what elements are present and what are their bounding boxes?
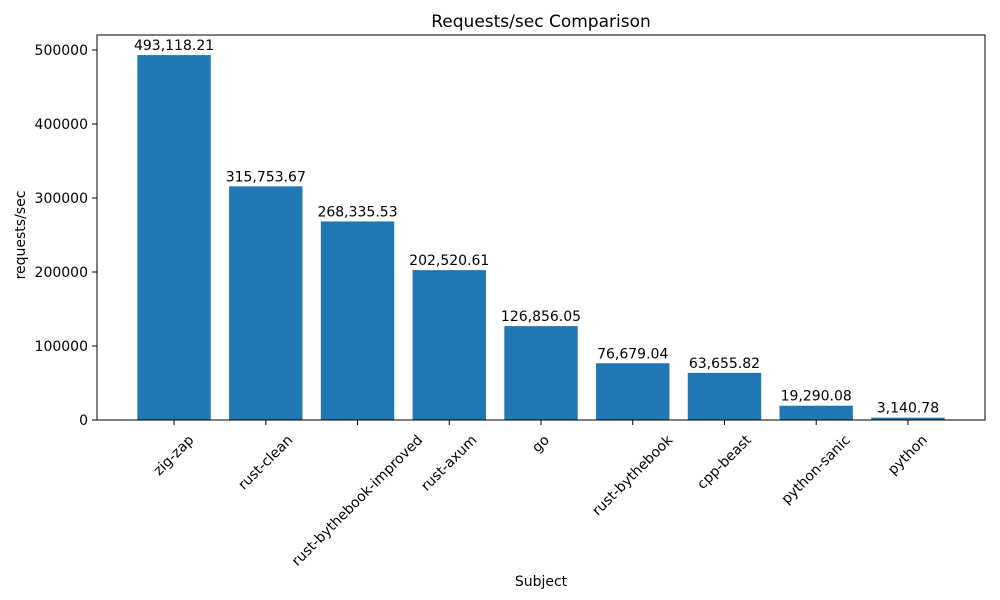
bar-value-label: 3,140.78 <box>877 401 939 417</box>
y-tick-label: 500000 <box>35 43 88 59</box>
plot-frame <box>96 34 986 421</box>
x-axis-label: Subject <box>515 574 568 590</box>
bar-value-label: 202,520.61 <box>409 253 489 269</box>
x-tick-label: rust-clean <box>235 432 296 493</box>
x-tick-label: rust-bythebook <box>589 432 676 519</box>
x-tick-label: python-sanic <box>779 432 854 507</box>
bar-value-label: 493,118.21 <box>134 38 214 54</box>
x-tick-label: go <box>529 432 553 456</box>
bar-zig-zap <box>137 55 211 421</box>
bar-value-label: 63,655.82 <box>689 356 760 372</box>
bar-value-label: 126,856.05 <box>501 309 581 325</box>
plot-area: 0 100000 200000 300000 400000 500000 493,118.2… <box>35 38 945 569</box>
y-tick-label: 200000 <box>35 265 88 281</box>
y-tick-label: 100000 <box>35 339 88 355</box>
bar-python-sanic <box>779 405 853 420</box>
x-tick-label: zig-zap <box>151 432 198 479</box>
x-tick-label: rust-axum <box>418 432 480 494</box>
bar-value-label: 76,679.04 <box>597 346 668 362</box>
y-tick-label: 300000 <box>35 191 88 207</box>
bar-rust-bythebook <box>596 363 670 420</box>
bar-python <box>871 417 945 420</box>
bar-go <box>504 326 578 420</box>
bar-cpp-beast <box>687 372 762 420</box>
y-axis-label: requests/sec <box>13 191 29 280</box>
bar-value-label: 268,335.53 <box>317 204 397 220</box>
x-tick-label: rust-bythebook-improved <box>289 432 426 569</box>
y-tick-label: 0 <box>79 413 88 429</box>
x-tick-label: python <box>885 432 931 478</box>
x-tick-label: cpp-beast <box>694 432 755 493</box>
bar-value-label: 315,753.67 <box>226 169 306 185</box>
chart-title: Requests/sec Comparison <box>431 12 651 32</box>
bar-rust-axum <box>412 270 486 420</box>
bar-rust-clean <box>229 186 303 420</box>
bar-value-label: 19,290.08 <box>781 389 852 405</box>
bar-rust-bythebook-improved <box>320 221 395 420</box>
y-tick-label: 400000 <box>35 117 88 133</box>
